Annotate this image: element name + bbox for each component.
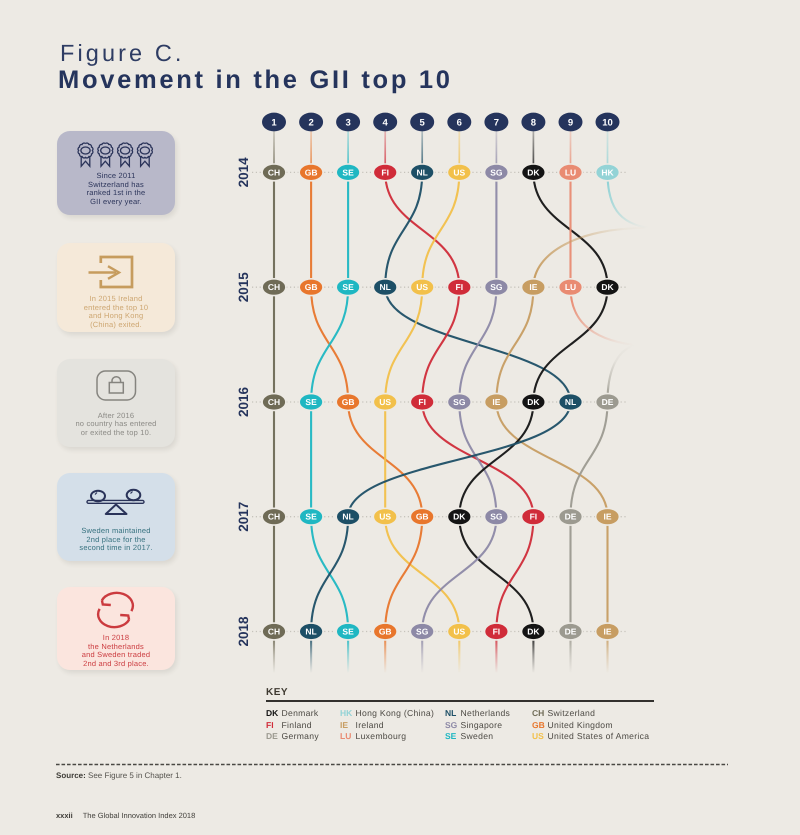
svg-text:US: US	[416, 282, 428, 292]
svg-text:GB: GB	[379, 627, 392, 637]
svg-text:SG: SG	[490, 282, 503, 292]
svg-text:DE: DE	[602, 397, 614, 407]
svg-text:CH: CH	[268, 627, 280, 637]
svg-text:FI: FI	[418, 397, 426, 407]
svg-text:2017: 2017	[236, 502, 251, 532]
svg-text:CH: CH	[268, 282, 280, 292]
svg-text:DE: DE	[565, 627, 577, 637]
svg-text:3: 3	[345, 117, 350, 128]
svg-text:SG: SG	[490, 167, 503, 177]
svg-text:FI: FI	[381, 167, 389, 177]
svg-text:SE: SE	[342, 627, 354, 637]
svg-text:IE: IE	[603, 512, 611, 522]
svg-text:8: 8	[531, 117, 536, 128]
svg-text:DK: DK	[601, 282, 614, 292]
svg-text:SG: SG	[453, 397, 466, 407]
svg-text:9: 9	[568, 117, 573, 128]
svg-text:IE: IE	[529, 282, 537, 292]
svg-text:7: 7	[494, 117, 499, 128]
svg-text:IE: IE	[603, 627, 611, 637]
svg-text:US: US	[453, 167, 465, 177]
svg-text:NL: NL	[305, 627, 316, 637]
svg-text:DE: DE	[565, 512, 577, 522]
svg-text:DK: DK	[453, 512, 466, 522]
svg-text:IE: IE	[492, 397, 500, 407]
svg-text:GB: GB	[305, 167, 318, 177]
svg-text:SE: SE	[305, 397, 317, 407]
svg-text:1: 1	[271, 117, 277, 128]
svg-text:2: 2	[308, 117, 313, 128]
svg-text:FI: FI	[493, 627, 501, 637]
svg-text:LU: LU	[565, 282, 576, 292]
svg-text:DK: DK	[527, 167, 540, 177]
svg-text:CH: CH	[268, 512, 280, 522]
svg-text:SE: SE	[305, 512, 317, 522]
svg-text:NL: NL	[380, 282, 391, 292]
svg-text:GB: GB	[416, 512, 429, 522]
svg-text:SE: SE	[342, 167, 354, 177]
svg-text:US: US	[379, 397, 391, 407]
svg-text:DK: DK	[527, 397, 540, 407]
svg-text:2015: 2015	[236, 272, 251, 303]
svg-text:SG: SG	[490, 512, 503, 522]
svg-text:NL: NL	[565, 397, 576, 407]
svg-text:2018: 2018	[236, 616, 251, 647]
svg-text:2014: 2014	[236, 157, 251, 188]
svg-text:DK: DK	[527, 627, 540, 637]
svg-text:NL: NL	[342, 512, 353, 522]
svg-text:4: 4	[383, 117, 389, 128]
svg-text:LU: LU	[565, 167, 576, 177]
svg-text:HK: HK	[601, 167, 614, 177]
svg-text:SE: SE	[342, 282, 354, 292]
svg-text:GB: GB	[342, 397, 355, 407]
svg-text:5: 5	[420, 117, 426, 128]
svg-text:FI: FI	[456, 282, 464, 292]
svg-text:NL: NL	[417, 167, 428, 177]
svg-text:SG: SG	[416, 627, 429, 637]
svg-text:2016: 2016	[236, 386, 251, 417]
svg-text:FI: FI	[530, 512, 538, 522]
svg-text:US: US	[453, 627, 465, 637]
svg-text:10: 10	[602, 117, 613, 128]
svg-text:CH: CH	[268, 397, 280, 407]
svg-text:GB: GB	[305, 282, 318, 292]
svg-text:6: 6	[457, 117, 462, 128]
svg-text:CH: CH	[268, 167, 280, 177]
svg-text:US: US	[379, 512, 391, 522]
